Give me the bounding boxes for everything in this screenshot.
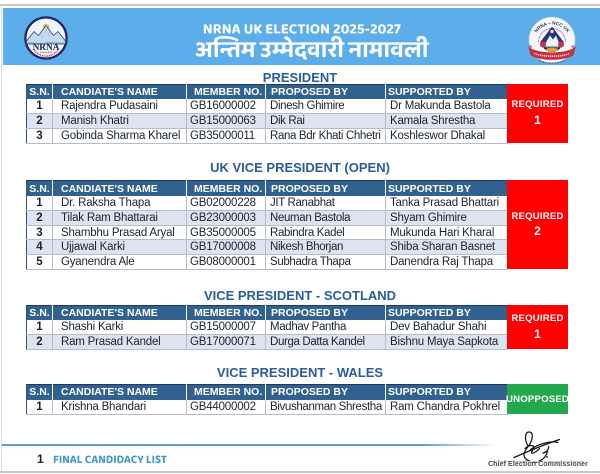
svg-text:NRNA: NRNA xyxy=(32,42,59,52)
